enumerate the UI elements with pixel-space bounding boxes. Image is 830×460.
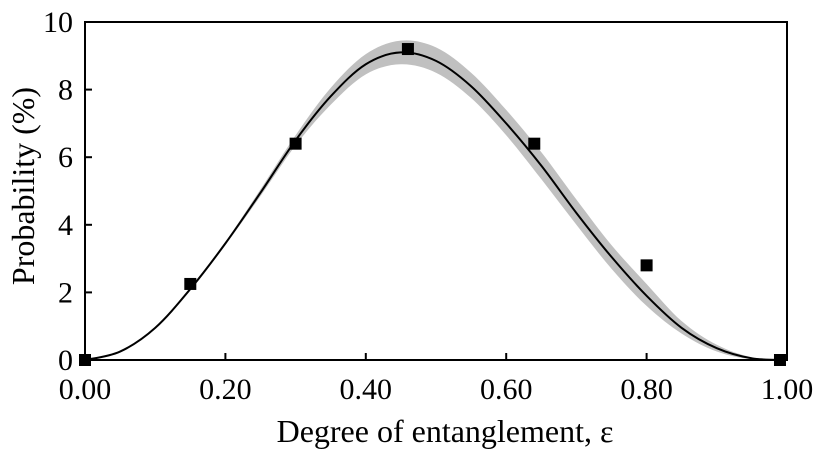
data-points-layer	[79, 43, 786, 366]
confidence-band	[85, 40, 787, 361]
x-tick-label: 0.00	[59, 373, 112, 406]
x-tick-label: 0.60	[480, 373, 533, 406]
confidence-band-layer	[85, 40, 787, 361]
data-point	[289, 137, 302, 150]
plot-border	[84, 21, 788, 361]
x-tick-label: 0.80	[620, 373, 673, 406]
data-point	[640, 259, 653, 272]
y-tick-label: 8	[58, 74, 73, 107]
fit-curve-line	[84, 51, 788, 361]
x-tick-label: 1.00	[761, 373, 814, 406]
y-tick-label: 10	[43, 6, 73, 39]
y-tick-label: 0	[58, 344, 73, 377]
data-point	[773, 354, 786, 366]
data-point	[184, 277, 197, 290]
x-tick-label: 0.40	[340, 373, 393, 406]
y-tick-label: 2	[58, 276, 73, 309]
y-axis-title: Probability (%)	[5, 87, 41, 285]
y-tick-label: 4	[58, 209, 73, 242]
data-point	[401, 43, 414, 56]
data-point	[528, 137, 541, 150]
x-axis-title: Degree of entanglement, ε	[277, 413, 614, 449]
ticks-layer: 0.00 0.20 0.40 0.60 0.80 1.00 0 2 4 6 8 10	[43, 6, 813, 406]
data-point	[79, 354, 91, 366]
fit-curve-layer	[84, 51, 788, 361]
y-tick-label: 6	[58, 141, 73, 174]
plot-frame	[84, 21, 788, 361]
x-tick-label: 0.20	[199, 373, 252, 406]
